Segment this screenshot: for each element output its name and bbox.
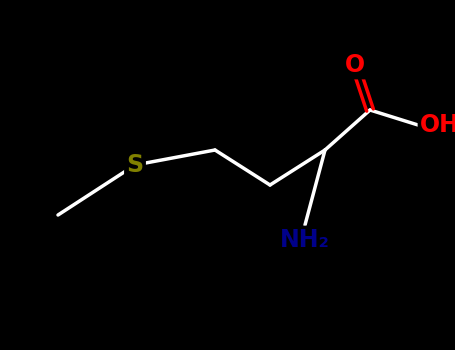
Text: S: S xyxy=(126,153,144,177)
Text: O: O xyxy=(345,53,365,77)
Text: NH₂: NH₂ xyxy=(280,228,330,252)
Text: OH: OH xyxy=(420,113,455,137)
